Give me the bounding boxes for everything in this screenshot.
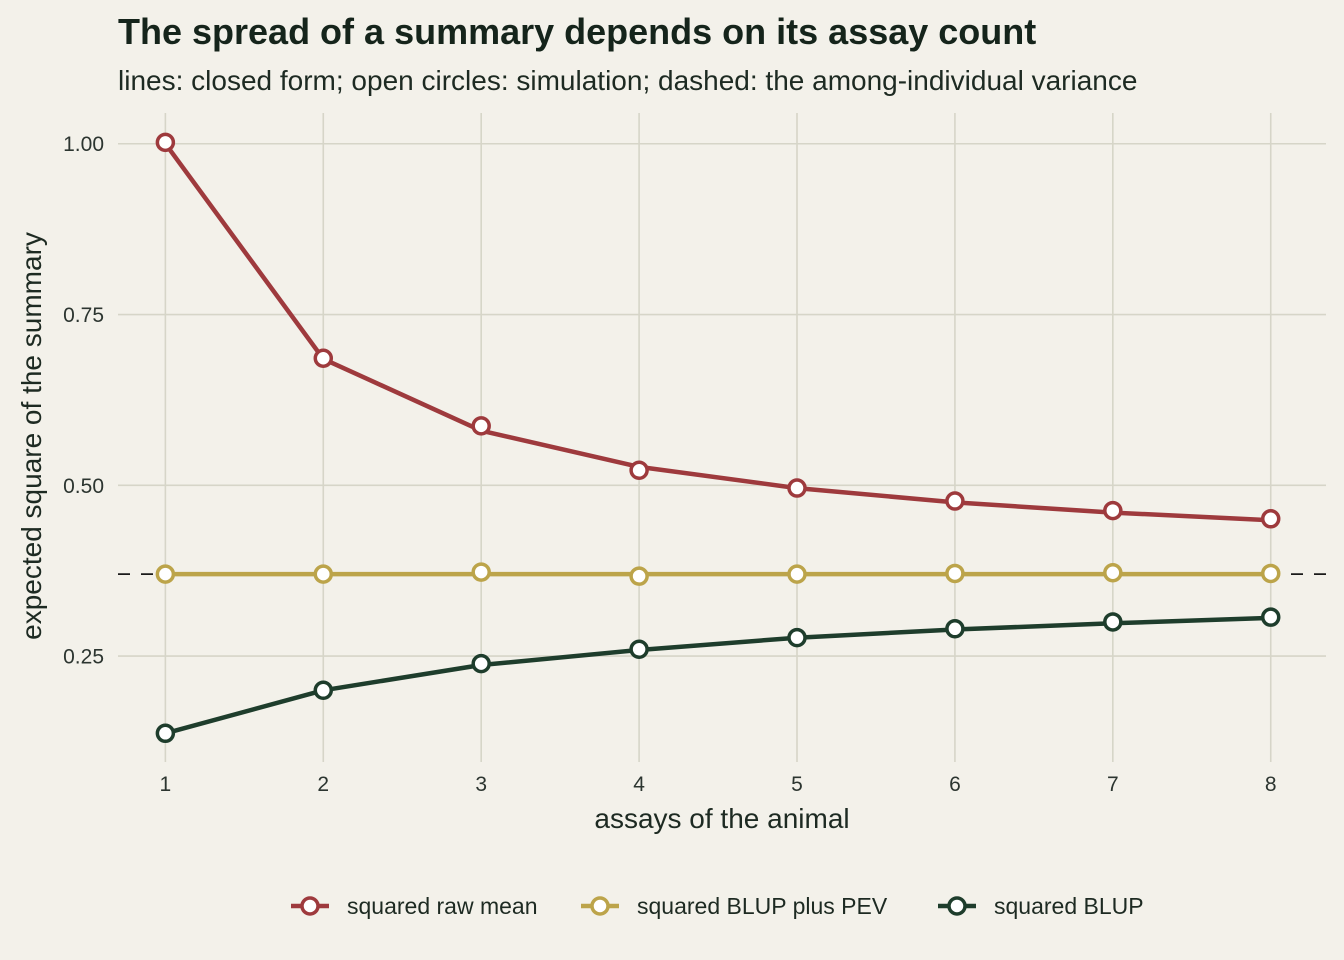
- simulation-point: [787, 627, 807, 648]
- x-axis-ticks: 1 2 3 4 5 6 7 8: [160, 773, 1277, 796]
- chart-title: The spread of a summary depends on its a…: [118, 11, 1036, 52]
- series-2: [155, 607, 1281, 744]
- simulation-point: [629, 460, 649, 481]
- simulation-point: [1260, 607, 1281, 627]
- y-axis-title: expected square of the summary: [16, 232, 47, 640]
- simulation-point: [155, 564, 176, 584]
- x-tick-label: 4: [633, 773, 645, 796]
- simulation-point: [1103, 612, 1123, 632]
- chart-subtitle: lines: closed form; open circles: simula…: [118, 65, 1137, 96]
- simulation-point: [471, 562, 491, 582]
- simulation-point: [155, 132, 176, 153]
- x-tick-label: 6: [949, 773, 961, 796]
- simulation-point: [471, 416, 491, 436]
- simulation-point: [313, 348, 334, 369]
- simulation-point: [629, 639, 649, 660]
- grid: [118, 113, 1326, 762]
- y-tick-label: 0.50: [63, 475, 104, 498]
- legend-key-point: [590, 896, 610, 916]
- simulation-point: [787, 564, 807, 584]
- x-tick-label: 1: [160, 773, 172, 796]
- legend-item: squared BLUP plus PEV: [581, 893, 888, 919]
- simulation-point: [313, 564, 334, 584]
- series-line: [163, 141, 1273, 523]
- x-tick-label: 2: [317, 773, 329, 796]
- x-tick-label: 5: [791, 773, 803, 796]
- y-tick-label: 1.00: [63, 133, 104, 156]
- legend-key-point: [300, 896, 320, 916]
- simulation-point: [313, 680, 334, 701]
- legend: squared raw mean squared BLUP plus PEV squ…: [291, 893, 1144, 919]
- simulation-point: [945, 619, 965, 639]
- simulation-point: [945, 563, 965, 584]
- simulation-point: [629, 566, 649, 586]
- simulation-point: [471, 653, 491, 674]
- legend-label: squared BLUP: [994, 893, 1144, 919]
- legend-key-point: [947, 896, 967, 916]
- series-group: [155, 132, 1281, 744]
- series-0: [155, 132, 1281, 529]
- simulation-point: [1260, 509, 1281, 529]
- simulation-point: [1103, 500, 1123, 521]
- y-tick-label: 0.75: [63, 304, 104, 327]
- legend-item: squared BLUP: [938, 893, 1144, 919]
- simulation-point: [787, 478, 807, 498]
- x-tick-label: 7: [1107, 773, 1119, 796]
- legend-label: squared BLUP plus PEV: [637, 893, 888, 919]
- simulation-point: [1103, 563, 1123, 583]
- x-tick-label: 3: [475, 773, 487, 796]
- y-tick-label: 0.25: [63, 646, 104, 669]
- simulation-point: [1260, 563, 1281, 584]
- legend-item: squared raw mean: [291, 893, 538, 919]
- x-tick-label: 8: [1265, 773, 1277, 796]
- series-1: [155, 562, 1281, 586]
- series-line: [163, 615, 1273, 736]
- simulation-point: [155, 723, 176, 744]
- y-axis-ticks: 0.25 0.50 0.75 1.00: [63, 133, 104, 668]
- simulation-point: [945, 491, 965, 511]
- x-axis-title: assays of the animal: [594, 803, 849, 834]
- legend-label: squared raw mean: [347, 893, 538, 919]
